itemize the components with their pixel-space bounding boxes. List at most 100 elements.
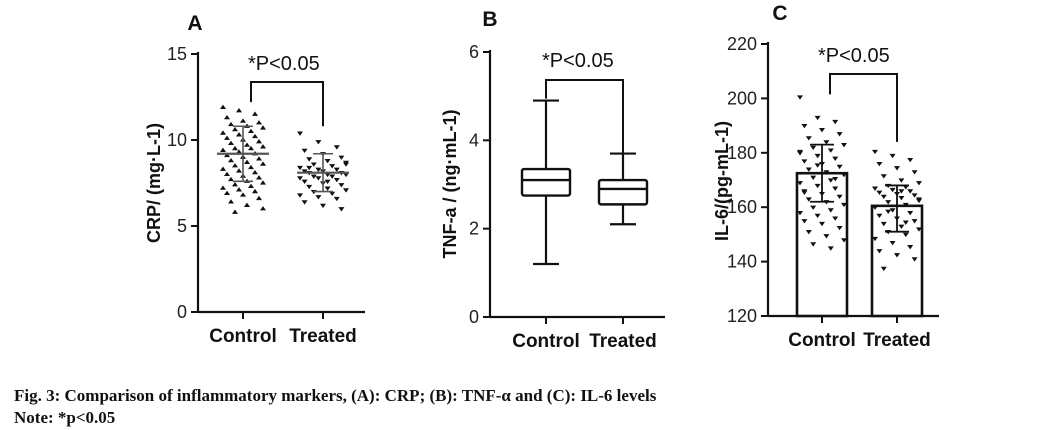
box <box>520 167 572 197</box>
data-point <box>885 200 892 205</box>
data-point <box>841 172 847 178</box>
category-label: Treated <box>289 326 357 347</box>
data-point <box>841 238 847 243</box>
data-point <box>228 140 234 146</box>
data-point <box>248 183 254 189</box>
data-point <box>885 209 892 214</box>
data-point <box>894 166 900 171</box>
data-point <box>338 207 345 212</box>
data-point <box>310 162 317 167</box>
y-tick-label: 220 <box>727 34 757 54</box>
data-point <box>297 131 303 136</box>
data-point <box>810 205 817 210</box>
data-point <box>236 168 242 173</box>
data-point <box>902 232 909 238</box>
data-point <box>329 174 336 179</box>
data-point <box>244 142 250 147</box>
data-point <box>248 164 254 170</box>
data-point <box>880 174 887 179</box>
data-point <box>907 245 914 250</box>
data-point <box>827 178 834 183</box>
data-point <box>260 180 266 185</box>
data-point <box>232 182 238 187</box>
data-point <box>228 199 234 204</box>
data-point <box>260 161 266 166</box>
y-axis-label: CRP/ (mg·L-1) <box>144 123 164 243</box>
data-point <box>805 230 812 235</box>
data-point <box>841 202 847 208</box>
data-point <box>832 119 839 125</box>
data-point <box>236 149 242 154</box>
data-point <box>823 140 830 145</box>
data-point <box>343 162 349 167</box>
data-point <box>797 211 803 216</box>
data-point <box>236 187 242 192</box>
data-point <box>333 177 340 183</box>
data-point <box>244 202 250 207</box>
data-point <box>220 104 226 109</box>
data-point <box>898 196 905 201</box>
data-point <box>889 153 896 159</box>
data-point <box>872 149 878 155</box>
data-point <box>329 191 336 197</box>
data-point <box>343 172 349 178</box>
significance-label: *P<0.05 <box>818 45 890 67</box>
data-point <box>220 147 226 152</box>
data-point <box>248 145 254 151</box>
data-point <box>898 189 905 194</box>
category-label: Control <box>512 331 580 352</box>
data-point <box>252 169 258 175</box>
data-point <box>907 189 914 194</box>
data-point <box>315 176 322 181</box>
data-point <box>836 194 843 200</box>
data-point <box>320 203 326 209</box>
data-point <box>248 128 254 134</box>
data-point <box>338 183 345 188</box>
data-point <box>902 202 909 208</box>
data-point <box>252 188 258 194</box>
y-tick-label: 160 <box>727 197 757 217</box>
data-point <box>823 170 830 175</box>
data-point <box>224 171 230 177</box>
data-point <box>297 193 303 198</box>
data-point <box>297 165 303 171</box>
data-point <box>315 167 322 172</box>
data-point <box>301 200 308 205</box>
data-point <box>333 196 340 202</box>
data-point <box>832 216 839 221</box>
data-point <box>260 125 266 130</box>
data-point <box>333 145 340 150</box>
data-point <box>220 166 226 171</box>
data-point <box>256 195 262 201</box>
data-point <box>889 187 896 193</box>
data-point <box>232 145 238 151</box>
y-tick-label: 2 <box>469 219 479 239</box>
data-point <box>823 234 830 239</box>
data-point <box>329 164 336 169</box>
panel-letter: B <box>482 8 497 31</box>
y-tick-label: 5 <box>177 216 187 236</box>
data-point <box>916 181 922 186</box>
data-point <box>260 144 266 149</box>
data-point <box>889 240 896 246</box>
data-point <box>832 186 839 191</box>
data-point <box>916 198 922 204</box>
data-point <box>814 213 821 219</box>
data-point <box>333 167 340 172</box>
data-point <box>907 211 914 216</box>
data-point <box>876 190 883 195</box>
data-point <box>911 170 918 175</box>
data-point <box>801 219 808 224</box>
significance-label: *P<0.05 <box>248 53 320 75</box>
data-point <box>306 184 313 190</box>
data-point <box>902 220 909 225</box>
panel-letter: A <box>187 12 202 35</box>
data-point <box>256 175 262 180</box>
data-point <box>805 197 812 202</box>
y-tick-label: 0 <box>469 307 479 327</box>
data-point <box>876 213 883 219</box>
data-point <box>324 186 331 191</box>
figure-note: Note: *p<0.05 <box>14 408 116 427</box>
data-point <box>324 159 331 164</box>
data-point <box>836 164 843 170</box>
